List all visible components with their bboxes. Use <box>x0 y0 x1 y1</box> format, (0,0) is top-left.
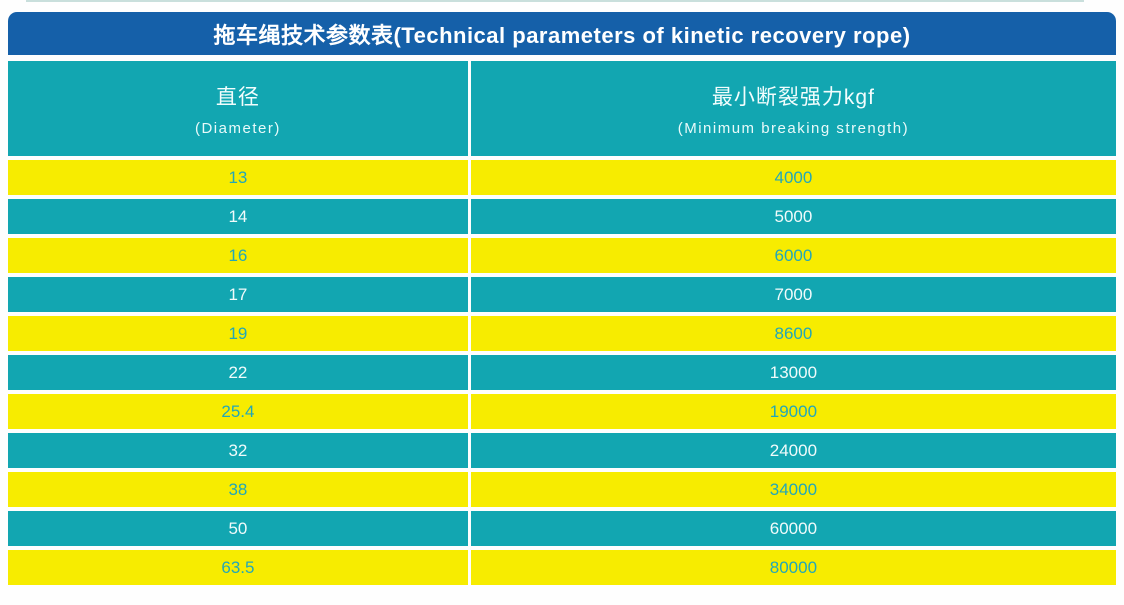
strength-cell: 19000 <box>470 394 1116 429</box>
diameter-cell: 38 <box>8 472 468 507</box>
diameter-cell: 25.4 <box>8 394 468 429</box>
table-row: 32 24000 <box>8 433 1116 468</box>
table-row: 17 7000 <box>8 277 1116 312</box>
parameters-table: 拖车绳技术参数表(Technical parameters of kinetic… <box>8 12 1116 585</box>
table-row: 19 8600 <box>8 316 1116 351</box>
table-row: 50 60000 <box>8 511 1116 546</box>
table-row: 25.4 19000 <box>8 394 1116 429</box>
strength-cell: 7000 <box>470 277 1116 312</box>
diameter-cell: 14 <box>8 199 468 234</box>
diameter-cell: 19 <box>8 316 468 351</box>
strength-cell: 24000 <box>470 433 1116 468</box>
strength-cell: 8600 <box>470 316 1116 351</box>
header-diameter-zh: 直径 <box>215 85 260 109</box>
header-diameter-en: (Diameter) <box>194 119 281 137</box>
diameter-cell: 50 <box>8 511 468 546</box>
table-row: 63.5 80000 <box>8 550 1116 585</box>
strength-cell: 5000 <box>470 199 1116 234</box>
header-strength: 最小断裂强力kgf (Minimum breaking strength) <box>470 61 1116 156</box>
diameter-cell: 17 <box>8 277 468 312</box>
header-strength-zh: 最小断裂强力kgf <box>711 85 875 109</box>
strength-cell: 13000 <box>470 355 1116 390</box>
table-header-row: 直径 (Diameter) 最小断裂强力kgf (Minimum breakin… <box>8 61 1116 156</box>
strength-cell: 4000 <box>470 160 1116 195</box>
table-row: 14 5000 <box>8 199 1116 234</box>
table-title: 拖车绳技术参数表(Technical parameters of kinetic… <box>213 22 911 48</box>
diameter-cell: 32 <box>8 433 468 468</box>
strength-cell: 34000 <box>470 472 1116 507</box>
strength-cell: 80000 <box>470 550 1116 585</box>
diameter-cell: 16 <box>8 238 468 273</box>
header-diameter: 直径 (Diameter) <box>8 61 468 156</box>
header-strength-en: (Minimum breaking strength) <box>677 119 910 137</box>
table-body: 13 4000 14 5000 16 6000 17 7000 19 8600 22 13000 25.… <box>8 160 1116 585</box>
table-title-bar: 拖车绳技术参数表(Technical parameters of kinetic… <box>8 12 1116 55</box>
diameter-cell: 63.5 <box>8 550 468 585</box>
diameter-cell: 13 <box>8 160 468 195</box>
top-border-line <box>26 0 1084 2</box>
table-row: 22 13000 <box>8 355 1116 390</box>
table-row: 16 6000 <box>8 238 1116 273</box>
diameter-cell: 22 <box>8 355 468 390</box>
table-row: 13 4000 <box>8 160 1116 195</box>
strength-cell: 60000 <box>470 511 1116 546</box>
table-row: 38 34000 <box>8 472 1116 507</box>
strength-cell: 6000 <box>470 238 1116 273</box>
